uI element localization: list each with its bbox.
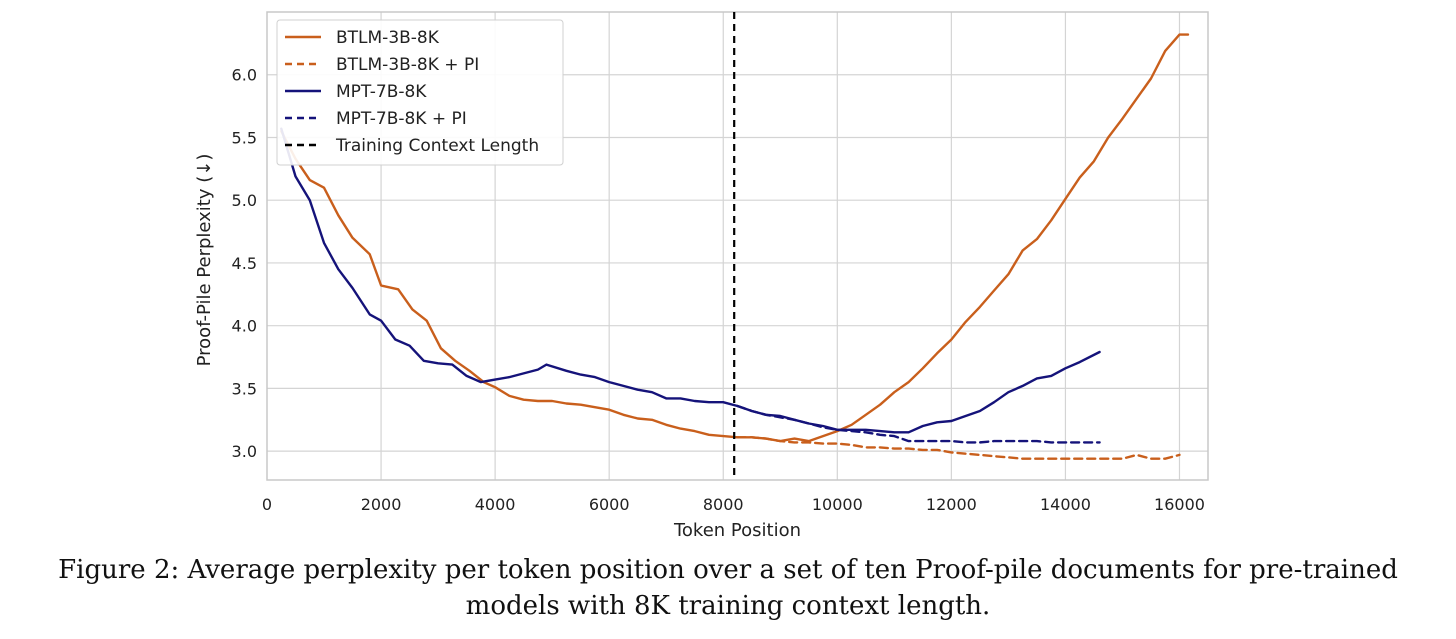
series-line-mpt-7b-8k-pi xyxy=(736,404,1101,444)
legend-box xyxy=(276,19,564,166)
y-tick-label: 4.5 xyxy=(232,254,257,273)
legend-item: Training Context Length xyxy=(285,136,539,156)
legend-item: MPT-7B-8K xyxy=(285,82,427,102)
plot-frame xyxy=(266,11,1209,481)
x-axis-label: Token Position xyxy=(673,520,801,541)
perplexity-line-chart: 0 2000 4000 6000 8000 10000 12000 14000 16000 3.… xyxy=(194,11,1209,541)
x-tick-labels: 0 2000 4000 6000 8000 10000 12000 14000 16000 xyxy=(262,495,1205,514)
x-tick-label: 14000 xyxy=(1040,495,1091,514)
x-tick-label: 12000 xyxy=(926,495,977,514)
legend-label: Training Context Length xyxy=(335,136,539,156)
caption-line-1: Figure 2: Average perplexity per token p… xyxy=(58,555,1398,585)
y-tick-label: 6.0 xyxy=(232,66,257,85)
x-tick-label: 4000 xyxy=(475,495,516,514)
series-layer xyxy=(280,33,1190,460)
legend: BTLM-3B-8K BTLM-3B-8K + PI MPT-7B-8K MPT-7B… xyxy=(276,19,564,166)
x-tick-label: 10000 xyxy=(812,495,863,514)
legend-label: BTLM-3B-8K xyxy=(336,28,440,48)
series-line-btlm-3b-8k-pi xyxy=(736,436,1181,460)
x-tick-label: 8000 xyxy=(703,495,744,514)
legend-item: MPT-7B-8K + PI xyxy=(285,109,467,129)
legend-label: MPT-7B-8K + PI xyxy=(336,109,467,129)
legend-label: BTLM-3B-8K + PI xyxy=(336,55,479,75)
x-tick-label: 16000 xyxy=(1154,495,1205,514)
x-tick-label: 0 xyxy=(262,495,272,514)
y-tick-label: 4.0 xyxy=(232,317,257,336)
y-tick-label: 5.0 xyxy=(232,191,257,210)
legend-item: BTLM-3B-8K + PI xyxy=(285,55,479,75)
y-tick-label: 5.5 xyxy=(232,128,257,147)
legend-item: BTLM-3B-8K xyxy=(285,28,440,48)
x-tick-label: 2000 xyxy=(361,495,402,514)
x-tick-label: 6000 xyxy=(589,495,630,514)
y-axis-label: Proof-Pile Perplexity (↓) xyxy=(194,154,215,367)
y-tick-labels: 3.0 3.5 4.0 4.5 5.0 5.5 6.0 xyxy=(232,66,257,461)
y-tick-label: 3.0 xyxy=(232,442,257,461)
caption-line-2: models with 8K training context length. xyxy=(465,591,991,621)
series-line-mpt-7b-8k xyxy=(280,127,1101,434)
grid xyxy=(267,12,1208,480)
figure-caption: Figure 2: Average perplexity per token p… xyxy=(0,552,1456,624)
y-tick-label: 3.5 xyxy=(232,379,257,398)
legend-label: MPT-7B-8K xyxy=(336,82,427,102)
